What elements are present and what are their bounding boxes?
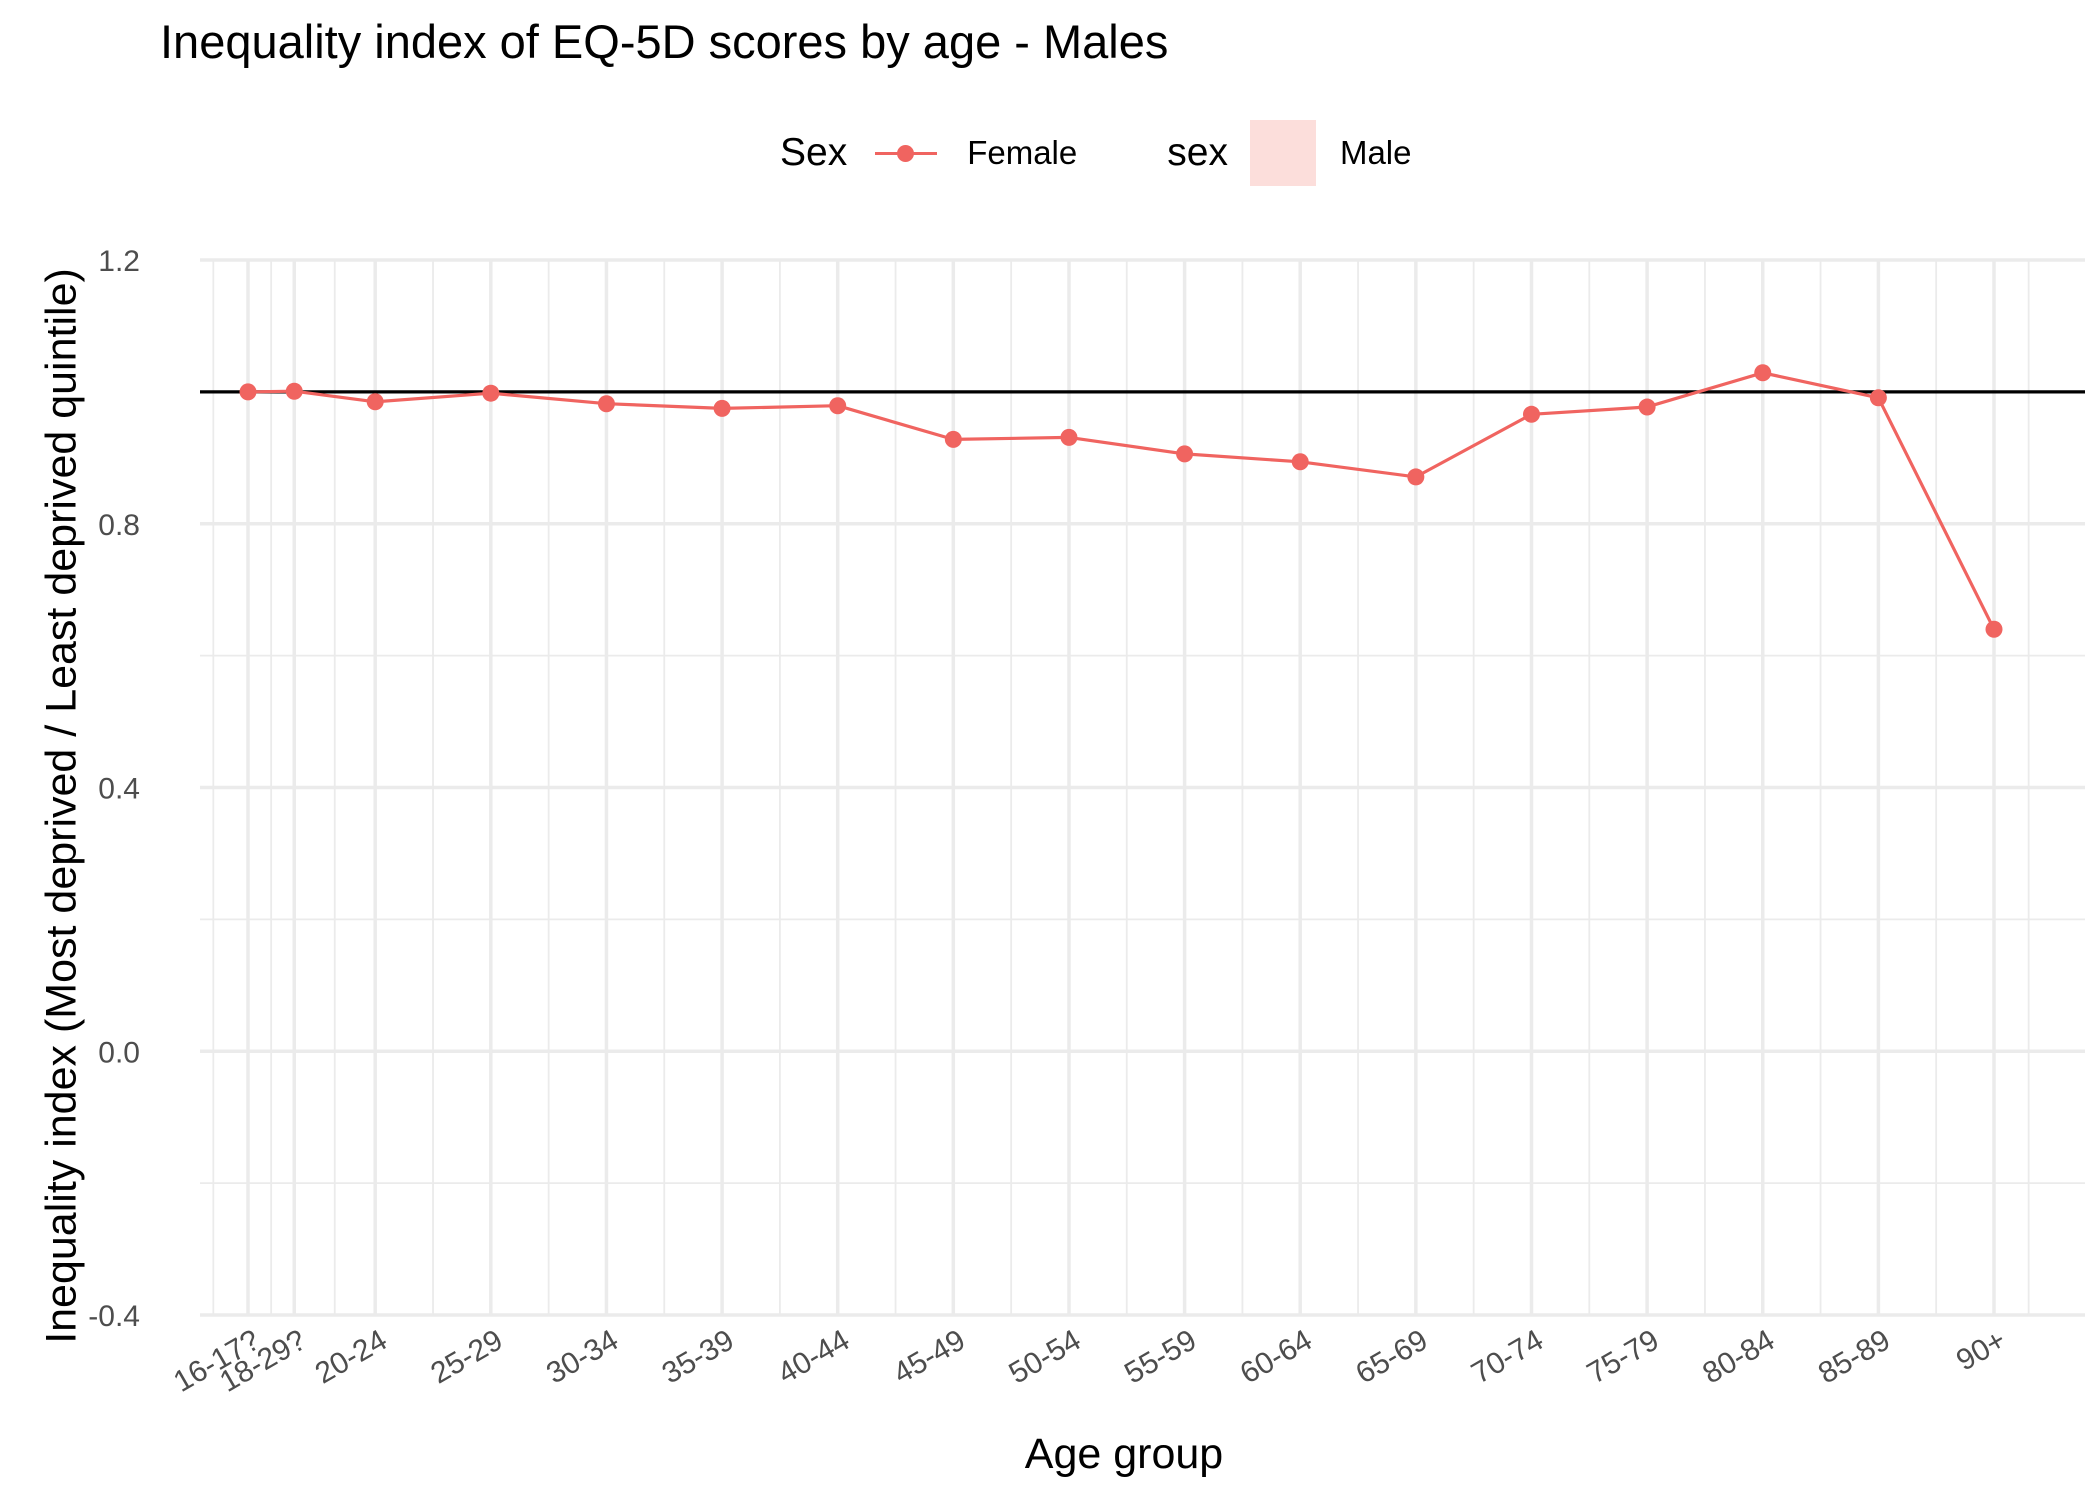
x-tick-label: 60-64 [1235, 1323, 1318, 1390]
y-tick-label: 0.0 [98, 1036, 140, 1069]
legend-title-sex: Sex [780, 131, 848, 174]
legend-title-sex-fill: sex [1167, 131, 1228, 174]
data-point [1407, 468, 1425, 486]
x-tick-label: 25-29 [425, 1323, 508, 1390]
x-tick-label: 65-69 [1350, 1323, 1433, 1390]
legend: Sex Female sex Male [780, 118, 1411, 188]
data-point [1176, 445, 1194, 463]
data-point [1985, 620, 2003, 638]
data-point [1754, 364, 1772, 382]
x-tick-label: 55-59 [1119, 1323, 1202, 1390]
x-tick-label: 85-89 [1813, 1323, 1896, 1390]
chart-title: Inequality index of EQ-5D scores by age … [160, 15, 1169, 68]
y-axis-title: Inequality index (Most deprived / Least … [37, 268, 86, 1344]
data-point [1522, 405, 1540, 423]
data-point [1291, 453, 1309, 471]
x-tick-label: 20-24 [310, 1323, 393, 1390]
x-tick-label: 90+ [1951, 1323, 2012, 1377]
data-point [366, 393, 384, 411]
legend-key-male [1249, 120, 1316, 186]
data-point [597, 395, 615, 413]
legend-key-female [875, 118, 938, 188]
data-point [829, 397, 847, 415]
series-line-female [247, 371, 1996, 631]
y-tick-label: -0.4 [88, 1300, 140, 1333]
x-tick-label: 45-49 [888, 1323, 971, 1390]
y-tick-label: 0.4 [98, 773, 140, 806]
data-point [1638, 398, 1656, 416]
x-tick-label: 70-74 [1466, 1323, 1549, 1390]
x-axis-title: Age group [1024, 1430, 1224, 1478]
y-tick-label: 0.8 [98, 509, 140, 542]
x-tick-label: 30-34 [541, 1323, 624, 1390]
data-point [1060, 428, 1078, 446]
x-tick-label: 40-44 [772, 1323, 855, 1390]
data-point [482, 384, 500, 402]
data-point [713, 399, 731, 417]
data-point [239, 383, 257, 401]
data-point [285, 382, 303, 400]
x-tick-label: 80-84 [1697, 1323, 1780, 1390]
x-tick-label: 35-39 [657, 1323, 740, 1390]
x-tick-label: 50-54 [1004, 1323, 1087, 1390]
legend-label-male: Male [1339, 134, 1412, 171]
x-tick-label: 75-79 [1582, 1323, 1665, 1390]
data-point [1869, 389, 1887, 407]
y-tick-label: 1.2 [98, 245, 140, 278]
data-point [944, 430, 962, 448]
legend-label-female: Female [967, 134, 1078, 171]
